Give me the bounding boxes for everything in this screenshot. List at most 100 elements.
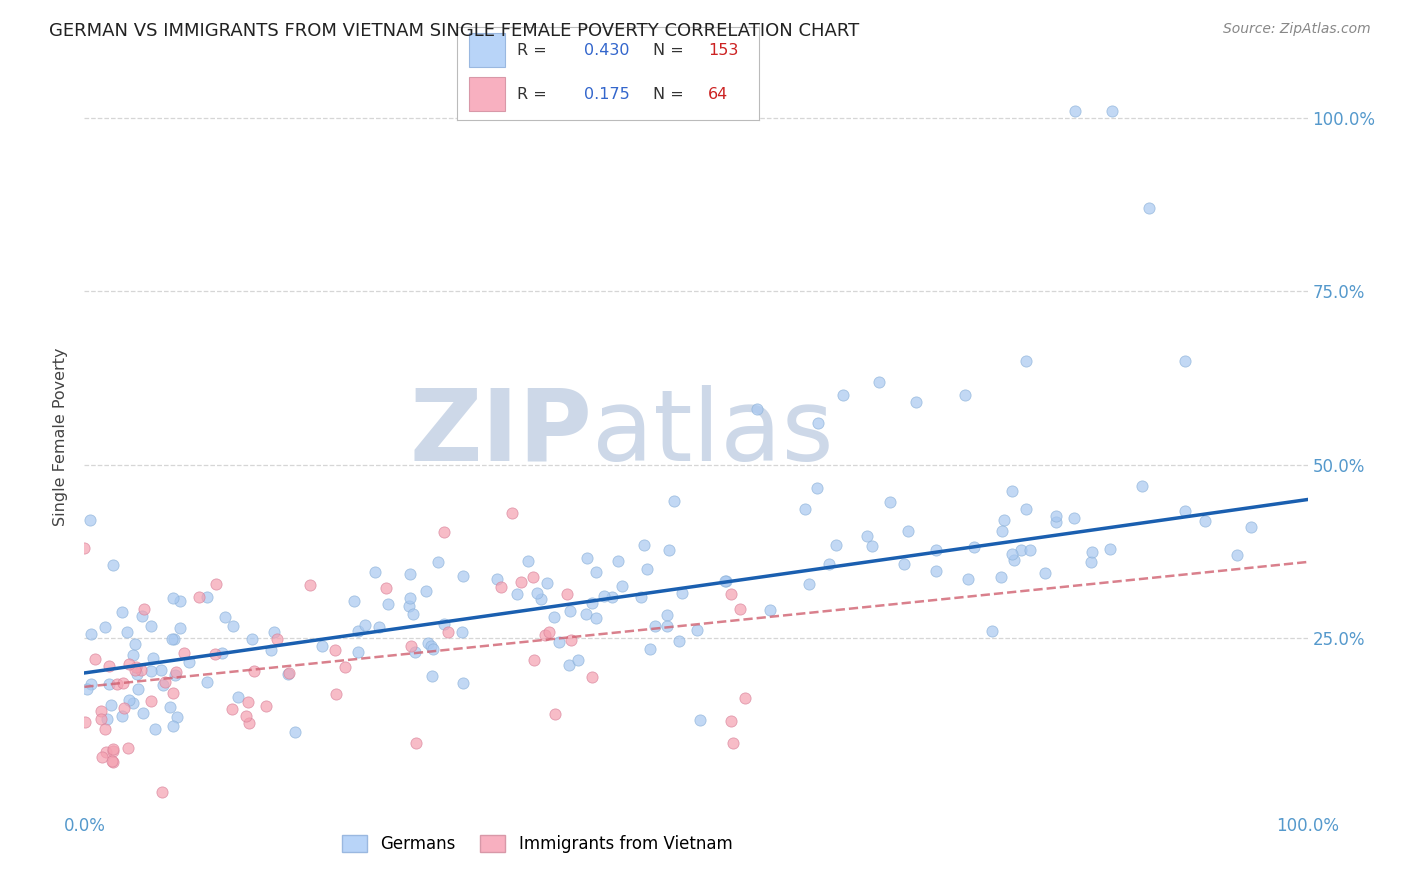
- Point: [517, 554, 540, 568]
- Point: [204, 576, 226, 591]
- Point: [103, 744, 125, 758]
- Text: R =: R =: [517, 87, 553, 102]
- Point: [543, 610, 565, 624]
- Point: [278, 666, 301, 681]
- Point: [713, 574, 735, 588]
- Point: [1002, 553, 1025, 567]
- Point: [142, 651, 165, 665]
- Point: [188, 590, 211, 604]
- Point: [263, 624, 285, 639]
- Point: [117, 693, 139, 707]
- Point: [1001, 547, 1024, 561]
- Point: [374, 581, 396, 595]
- Point: [433, 525, 456, 540]
- Point: [897, 524, 920, 538]
- Point: [728, 601, 751, 615]
- Point: [240, 632, 263, 647]
- Point: [101, 755, 124, 769]
- Point: [607, 554, 630, 568]
- Point: [633, 538, 655, 552]
- Point: [538, 624, 561, 639]
- Point: [526, 586, 548, 600]
- Point: [420, 669, 443, 683]
- Point: [1226, 548, 1249, 562]
- Point: [131, 608, 153, 623]
- Text: N =: N =: [654, 87, 689, 102]
- Point: [522, 570, 544, 584]
- Point: [354, 617, 377, 632]
- Point: [807, 416, 830, 430]
- Point: [179, 655, 201, 669]
- Text: atlas: atlas: [592, 384, 834, 482]
- Point: [610, 579, 633, 593]
- Point: [560, 633, 582, 648]
- Point: [398, 566, 420, 581]
- Point: [73, 714, 96, 729]
- Point: [221, 619, 243, 633]
- Point: [963, 540, 986, 554]
- Point: [1174, 353, 1197, 368]
- Point: [1010, 543, 1032, 558]
- Point: [80, 677, 103, 691]
- Point: [398, 591, 420, 605]
- Point: [1194, 514, 1216, 528]
- Point: [689, 713, 711, 727]
- Point: [585, 566, 607, 580]
- Point: [506, 587, 529, 601]
- Point: [101, 755, 124, 769]
- Point: [953, 388, 976, 402]
- Bar: [470, 78, 505, 111]
- Point: [118, 657, 141, 671]
- Point: [831, 388, 853, 402]
- Point: [536, 576, 558, 591]
- Point: [720, 714, 742, 728]
- Point: [111, 605, 134, 619]
- Point: [112, 675, 135, 690]
- Point: [658, 543, 681, 558]
- Point: [1130, 478, 1153, 492]
- Point: [664, 494, 686, 508]
- Text: ZIP: ZIP: [409, 384, 592, 482]
- Point: [84, 652, 107, 666]
- Point: [734, 691, 756, 706]
- Point: [125, 667, 148, 681]
- Point: [824, 538, 846, 552]
- Point: [510, 575, 533, 590]
- Point: [925, 565, 948, 579]
- Point: [856, 529, 879, 543]
- Point: [94, 620, 117, 634]
- Point: [236, 695, 259, 709]
- Point: [96, 712, 118, 726]
- Legend: Germans, Immigrants from Vietnam: Germans, Immigrants from Vietnam: [335, 828, 740, 860]
- Point: [558, 658, 581, 673]
- Point: [226, 690, 249, 705]
- Point: [405, 736, 427, 750]
- Y-axis label: Single Female Poverty: Single Female Poverty: [53, 348, 69, 526]
- Text: N =: N =: [654, 43, 689, 58]
- Point: [152, 678, 174, 692]
- Point: [436, 625, 458, 640]
- Point: [141, 619, 163, 633]
- Text: Source: ZipAtlas.com: Source: ZipAtlas.com: [1223, 22, 1371, 37]
- Point: [238, 716, 260, 731]
- Point: [139, 664, 162, 678]
- Point: [73, 541, 96, 555]
- Point: [169, 621, 191, 635]
- Point: [90, 749, 112, 764]
- Point: [277, 666, 299, 681]
- Bar: [470, 33, 505, 67]
- Point: [1035, 566, 1057, 581]
- Point: [1001, 483, 1024, 498]
- Point: [1063, 510, 1085, 524]
- Text: 64: 64: [707, 87, 728, 102]
- Point: [415, 583, 437, 598]
- Point: [90, 704, 112, 718]
- Point: [211, 646, 233, 660]
- Point: [893, 557, 915, 571]
- Point: [993, 513, 1015, 527]
- Point: [80, 627, 103, 641]
- Point: [502, 507, 524, 521]
- Point: [720, 587, 742, 601]
- Point: [243, 664, 266, 678]
- Point: [101, 742, 124, 756]
